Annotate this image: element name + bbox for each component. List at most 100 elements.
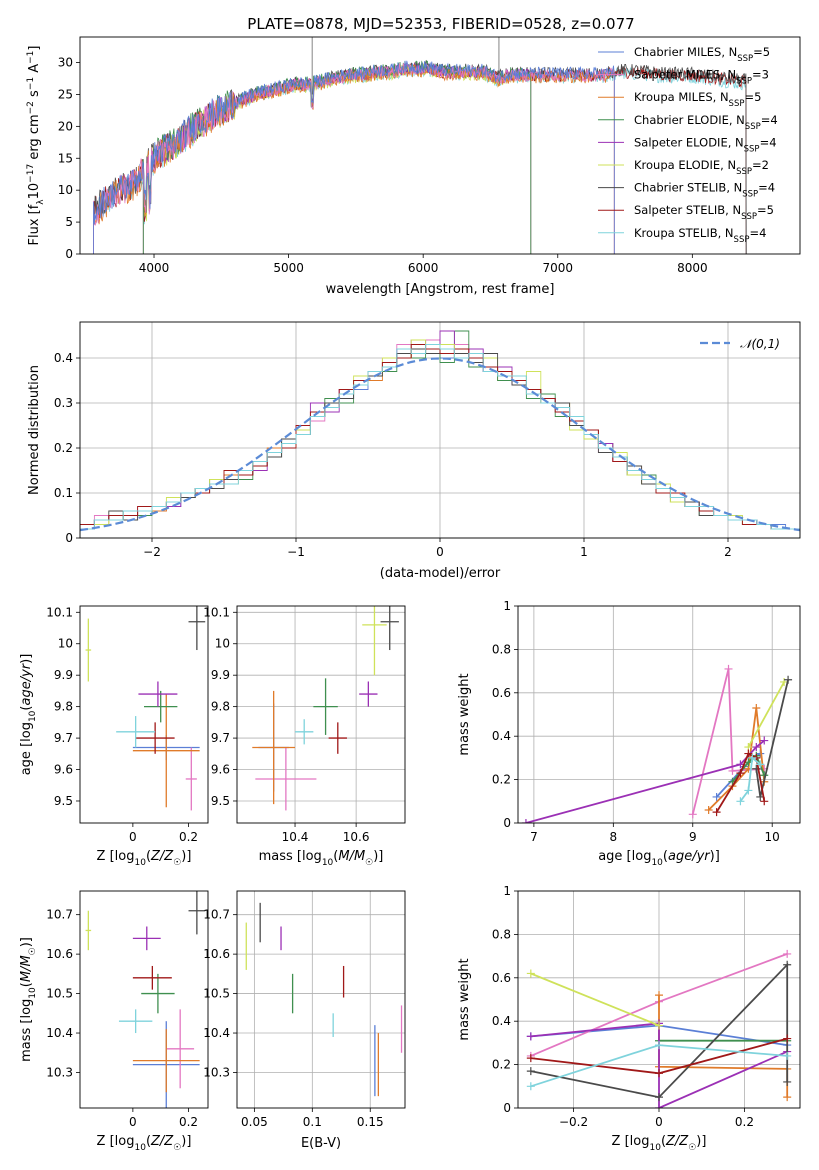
x-tick-label: 2 [724,545,732,559]
label-part: M/M [338,849,365,864]
weight-marker [736,797,745,806]
label-part: )] [181,849,191,864]
label-part: 10 [28,710,38,722]
x-tick-label: 0 [129,830,137,844]
y-tick-label: 0.6 [492,971,511,985]
plot-area [80,330,800,538]
x-tick-label: 0.15 [357,1115,384,1129]
legend-entry: Salpeter ELODIE, NSSP=4 [634,135,777,154]
plot-area [521,664,793,823]
x-axis-label: wavelength [Angstrom, rest frame] [326,282,555,297]
label-part: 10 [651,858,663,868]
histogram-series [80,344,800,538]
y-tick-label: 0.4 [54,351,73,365]
y-tick-label: 9.8 [211,700,230,714]
label-part: SSP [742,190,758,200]
y-tick-label: 0.2 [54,441,73,455]
panel-mass-weight-vs-Z: −0.2 0 0.2 0 0.2 0.4 0.6 0.8 1 Z [log10(Z/Z☉)] mas… [457,884,801,1153]
weight-marker [784,675,793,684]
y-tick-label: 10.4 [46,1026,73,1040]
axes-frame [79,36,801,255]
x-tick-label: −0.2 [559,1115,588,1129]
weight-marker [760,736,769,745]
y-axis-label: Flux [fλ10−17 erg cm−2 s−1 A−1] [26,46,46,246]
label-part: SSP [729,99,745,109]
panel-residual-histogram: −2 −1 0 1 2 0 0.1 0.2 0.3 0.4 (data-model)/error No… [27,321,801,581]
plot-area [245,902,403,1097]
figure-title: PLATE=0878, MJD=52353, FIBERID=0528, z=0… [247,15,634,33]
y-tick-label: 0.3 [54,396,73,410]
label-part: ( [663,849,668,864]
x-tick-label: 7 [530,830,538,844]
label-part: =2 [752,158,769,172]
label-part: 10 [28,987,38,999]
label-part: )] [181,1134,191,1149]
weight-marker [526,1082,535,1091]
y-tick-label: 0.8 [492,927,511,941]
y-tick-label: 1 [503,884,511,898]
panel-mass-vs-EBV: 0.05 0.1 0.15 10.3 10.4 10.5 10.6 10.7 E(B-V) [203,890,406,1151]
weight-marker [744,749,753,758]
label-part: −17 [26,164,36,183]
y-tick-label: 0.1 [54,486,73,500]
y-tick-label: 10.7 [203,908,230,922]
label-part: s [27,90,42,101]
y-axis-label: Normed distribution [27,365,42,495]
weight-marker [526,969,535,978]
y-tick-label: 10.1 [46,605,73,619]
weight-marker [744,786,753,795]
spectrum-line [93,60,615,254]
legend-entry: Salpeter MILES, NSSP=3 [634,68,769,87]
weight-marker [783,1077,792,1086]
label-part: ☉ [365,858,373,868]
weight-marker [783,1034,792,1043]
y-axis-label: mass [log10(M/M☉)] [19,937,38,1062]
weight-marker [752,743,761,752]
x-tick-label: 8000 [677,261,708,275]
spectrum-line [142,60,532,254]
label-part: ☉ [173,1143,181,1153]
axes-frame [236,605,406,824]
x-axis-label: age [log10(age/yr)] [598,849,720,868]
legend-entry: Chabrier MILES, NSSP=5 [634,45,770,64]
label-part: =5 [753,45,770,59]
y-tick-label: 10.6 [203,947,230,961]
label-part: M/M [19,955,34,982]
y-tick-label: 9.9 [211,668,230,682]
x-axis-label: Z [log10(Z/Z☉)] [97,1134,192,1153]
label-part: −1 [26,51,36,64]
weight-marker [712,808,721,817]
y-tick-label: 10 [58,183,73,197]
y-tick-label: 10.3 [46,1065,73,1079]
spectrum-line [142,62,532,254]
plot-area [252,606,399,811]
y-tick-label: 9.5 [211,794,230,808]
label-part: SSP [736,167,752,177]
y-tick-label: 10.4 [203,1026,230,1040]
label-part: ( [333,849,338,864]
x-axis-label: mass [log10(M/M☉)] [259,849,384,868]
axes-frame [79,321,801,539]
y-tick-label: 10.5 [46,987,73,1001]
x-tick-label: 10.6 [343,830,370,844]
weight-series [530,962,789,1099]
weight-marker [704,805,713,814]
y-tick-label: 0.4 [492,729,511,743]
weight-marker [655,1093,663,1102]
y-tick-label: 9.7 [211,731,230,745]
weight-marker [783,960,792,969]
y-tick-label: 10.6 [46,947,73,961]
y-tick-label: 9.6 [211,763,230,777]
y-tick-label: 9.8 [54,700,73,714]
y-tick-label: 0.4 [492,1014,511,1028]
label-part: −2 [26,101,36,114]
y-tick-label: 9.5 [54,794,73,808]
x-axis-label: E(B-V) [301,1136,341,1151]
label-part: erg cm [27,114,42,163]
x-tick-label: 0.05 [241,1115,268,1129]
x-tick-label: −1 [287,545,305,559]
weight-marker [655,1021,663,1030]
label-part: Chabrier MILES, N [634,45,737,59]
weight-marker [756,760,765,769]
label-part: 10 [134,1143,146,1153]
